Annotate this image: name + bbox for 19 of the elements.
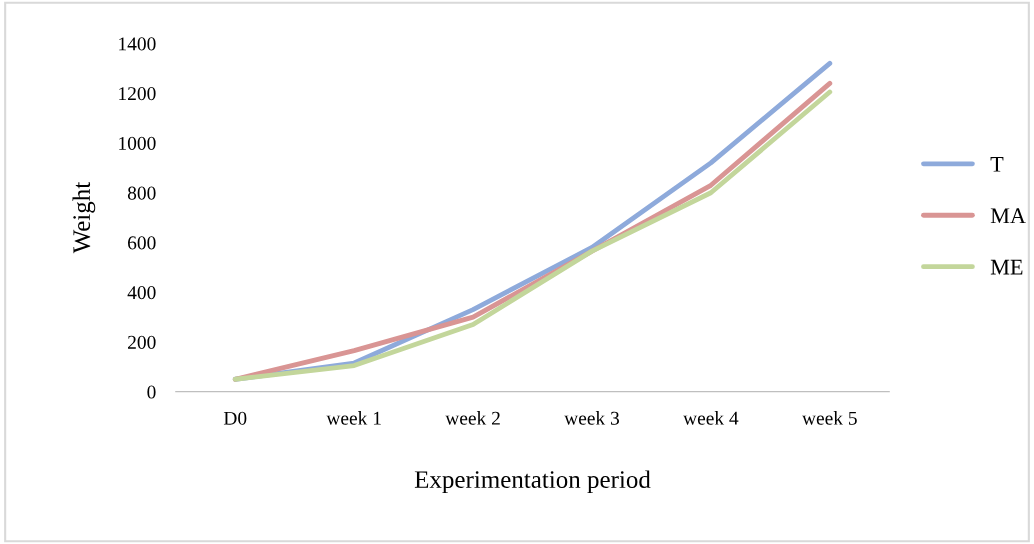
x-tick-label: week 2 [445,411,500,425]
y-tick-label: 1000 [119,136,156,150]
y-tick-label: 400 [127,286,156,300]
x-tick-label: week 3 [564,411,620,425]
x-tick-label: week 5 [802,411,857,425]
x-tick-label: week 4 [683,411,739,425]
y-tick-label: 200 [128,335,156,349]
x-tick-label: week 1 [326,411,381,425]
legend-label: MA [990,208,1026,224]
y-tick-label: 0 [147,385,156,399]
y-tick-label: 600 [128,236,156,250]
legend-label: ME [990,259,1023,275]
x-tick-label: D0 [223,411,247,425]
y-axis-title: Weight [72,181,96,254]
y-tick-label: 800 [127,186,156,200]
x-axis-title: Experimentation period [414,470,651,494]
y-tick-label: 1400 [119,37,156,51]
legend-label: T [990,157,1004,172]
y-tick-label: 1200 [119,87,156,101]
